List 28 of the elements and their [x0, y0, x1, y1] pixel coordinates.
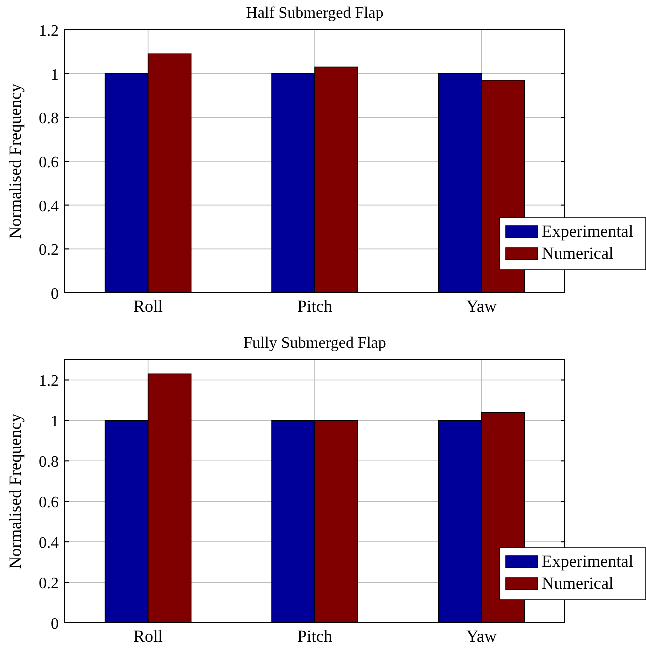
y-tick-label: 0.4: [39, 535, 59, 552]
y-tick-label: 0.2: [39, 576, 59, 593]
x-tick-label: Yaw: [466, 297, 498, 316]
y-tick-label: 0.8: [39, 454, 59, 472]
y-tick-label: 0.4: [39, 198, 59, 216]
y-axis-title: Normalised Frequency: [6, 413, 25, 570]
chart-title: Half Submerged Flap: [246, 5, 384, 22]
y-tick-label: 0: [51, 616, 59, 633]
y-axis-title: Normalised Frequency: [6, 83, 25, 240]
y-tick-label: 0: [51, 286, 59, 303]
legend-label: Experimental: [542, 552, 634, 571]
x-tick-label: Yaw: [466, 627, 498, 646]
y-tick-label: 0.8: [39, 110, 59, 128]
y-tick-label: 0.6: [39, 494, 59, 512]
legend-label: Experimental: [542, 222, 634, 241]
y-tick-label: 0.2: [39, 242, 59, 260]
x-tick-label: Pitch: [298, 297, 333, 316]
x-tick-label: Roll: [134, 297, 164, 316]
legend-label: Numerical: [542, 244, 614, 263]
chart-title: Fully Submerged Flap: [244, 335, 386, 352]
legend-label: Numerical: [542, 574, 614, 593]
y-tick-label: 1: [51, 414, 59, 431]
x-tick-label: Roll: [134, 627, 164, 646]
y-tick-label: 0.6: [39, 154, 59, 172]
y-tick-label: 1.2: [39, 373, 59, 390]
y-tick-label: 1.2: [39, 23, 59, 40]
x-tick-label: Pitch: [298, 627, 333, 646]
y-tick-label: 1: [51, 66, 59, 84]
